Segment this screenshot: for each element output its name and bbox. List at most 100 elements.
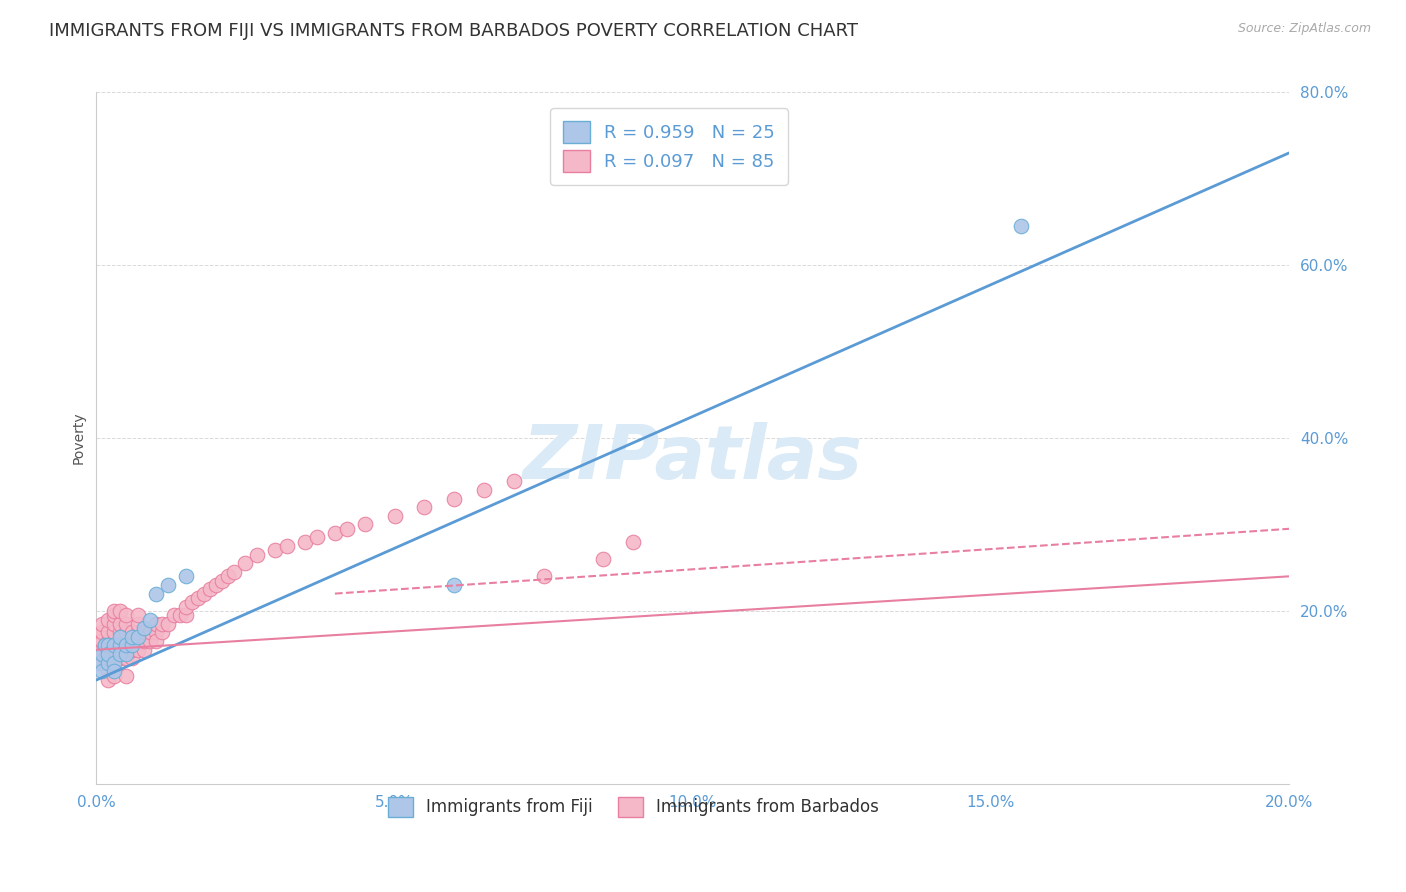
Point bbox=[145, 625, 167, 640]
Point bbox=[384, 508, 406, 523]
Point bbox=[443, 491, 465, 506]
Point bbox=[246, 548, 269, 562]
Point bbox=[108, 642, 131, 657]
Point bbox=[115, 651, 138, 665]
Point bbox=[115, 625, 138, 640]
Point bbox=[108, 634, 131, 648]
Point bbox=[89, 656, 111, 670]
Point bbox=[211, 574, 233, 588]
Point bbox=[121, 651, 143, 665]
Point bbox=[90, 630, 112, 644]
Point bbox=[443, 578, 465, 592]
Point bbox=[97, 665, 120, 679]
Text: Source: ZipAtlas.com: Source: ZipAtlas.com bbox=[1237, 22, 1371, 36]
Point bbox=[127, 642, 149, 657]
Point bbox=[217, 569, 239, 583]
Point bbox=[97, 642, 120, 657]
Point bbox=[97, 673, 120, 687]
Point bbox=[115, 647, 138, 661]
Text: IMMIGRANTS FROM FIJI VS IMMIGRANTS FROM BARBADOS POVERTY CORRELATION CHART: IMMIGRANTS FROM FIJI VS IMMIGRANTS FROM … bbox=[49, 22, 858, 40]
Point bbox=[108, 651, 131, 665]
Point bbox=[121, 639, 143, 653]
Point bbox=[169, 608, 191, 623]
Point bbox=[187, 591, 209, 605]
Point bbox=[132, 625, 155, 640]
Point bbox=[472, 483, 495, 497]
Point bbox=[94, 651, 117, 665]
Point bbox=[305, 531, 328, 545]
Point bbox=[323, 526, 346, 541]
Point bbox=[264, 543, 287, 558]
Point bbox=[97, 656, 120, 670]
Point bbox=[163, 608, 186, 623]
Point bbox=[294, 534, 316, 549]
Point bbox=[198, 582, 221, 597]
Point bbox=[91, 647, 114, 661]
Point bbox=[150, 616, 173, 631]
Point bbox=[121, 642, 143, 657]
Point bbox=[89, 639, 111, 653]
Point bbox=[174, 608, 197, 623]
Point bbox=[139, 634, 162, 648]
Point bbox=[139, 625, 162, 640]
Point bbox=[193, 586, 215, 600]
Point bbox=[108, 647, 131, 661]
Point bbox=[121, 630, 143, 644]
Point bbox=[621, 534, 644, 549]
Point bbox=[94, 639, 117, 653]
Point bbox=[145, 616, 167, 631]
Point bbox=[222, 565, 245, 579]
Point bbox=[103, 604, 125, 618]
Point bbox=[103, 616, 125, 631]
Point bbox=[235, 557, 257, 571]
Point bbox=[115, 634, 138, 648]
Point bbox=[87, 642, 110, 657]
Point bbox=[103, 642, 125, 657]
Point bbox=[204, 578, 226, 592]
Point bbox=[145, 586, 167, 600]
Point bbox=[145, 634, 167, 648]
Point bbox=[91, 665, 114, 679]
Point bbox=[97, 647, 120, 661]
Point bbox=[180, 595, 202, 609]
Point bbox=[103, 669, 125, 683]
Point bbox=[108, 630, 131, 644]
Point bbox=[127, 616, 149, 631]
Legend: Immigrants from Fiji, Immigrants from Barbados: Immigrants from Fiji, Immigrants from Ba… bbox=[381, 790, 886, 824]
Point bbox=[115, 642, 138, 657]
Point bbox=[156, 578, 179, 592]
Point bbox=[150, 625, 173, 640]
Point bbox=[127, 634, 149, 648]
Text: ZIPatlas: ZIPatlas bbox=[523, 422, 863, 495]
Point bbox=[115, 639, 138, 653]
Point bbox=[103, 625, 125, 640]
Point bbox=[592, 552, 614, 566]
Point bbox=[336, 522, 359, 536]
Point bbox=[94, 639, 117, 653]
Point bbox=[108, 616, 131, 631]
Point bbox=[97, 656, 120, 670]
Point bbox=[132, 621, 155, 635]
Point bbox=[121, 634, 143, 648]
Point bbox=[91, 616, 114, 631]
Point bbox=[108, 604, 131, 618]
Point bbox=[353, 517, 375, 532]
Point bbox=[97, 639, 120, 653]
Point bbox=[97, 634, 120, 648]
Point bbox=[103, 665, 125, 679]
Point bbox=[91, 625, 114, 640]
Point bbox=[413, 500, 436, 515]
Point bbox=[276, 539, 298, 553]
Point bbox=[108, 639, 131, 653]
Point bbox=[139, 613, 162, 627]
Point bbox=[115, 616, 138, 631]
Point bbox=[1010, 219, 1032, 234]
Point bbox=[103, 608, 125, 623]
Point bbox=[91, 642, 114, 657]
Point bbox=[121, 625, 143, 640]
Y-axis label: Poverty: Poverty bbox=[72, 412, 86, 465]
Point bbox=[103, 656, 125, 670]
Point bbox=[115, 669, 138, 683]
Point bbox=[103, 639, 125, 653]
Point bbox=[156, 616, 179, 631]
